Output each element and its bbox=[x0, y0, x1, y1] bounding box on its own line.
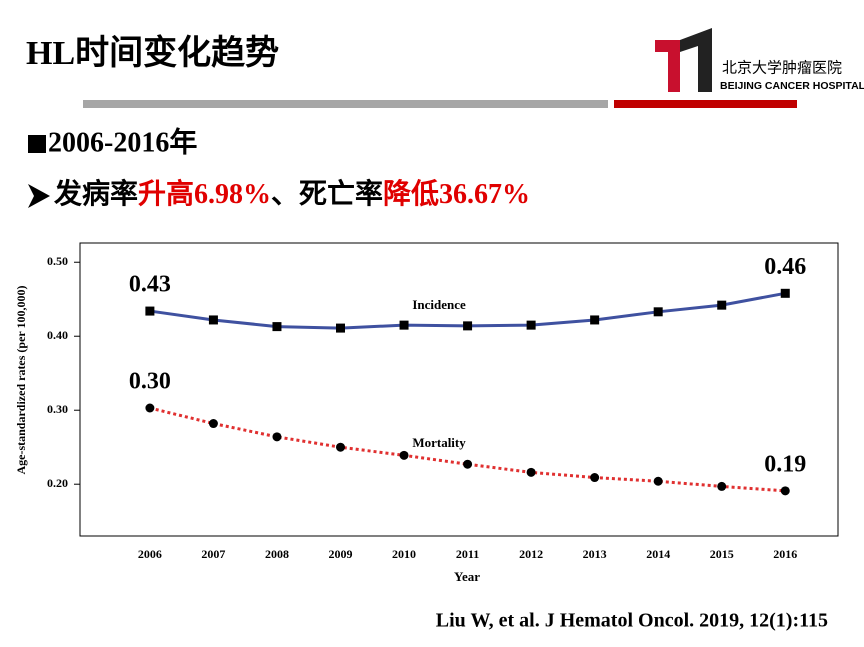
summary-part: 、死亡率 bbox=[271, 177, 383, 210]
y-axis-label: Age-standardized rates (per 100,000) bbox=[14, 285, 28, 474]
summary-part: 升高6.98% bbox=[138, 178, 271, 210]
x-tick-label: 2012 bbox=[519, 547, 543, 561]
x-tick-label: 2016 bbox=[773, 547, 797, 561]
series-name: Incidence bbox=[412, 297, 466, 312]
logo-mark bbox=[655, 28, 712, 92]
y-tick-label: 0.20 bbox=[47, 476, 68, 490]
value-label: 0.19 bbox=[764, 451, 806, 477]
point bbox=[526, 320, 536, 330]
point bbox=[463, 321, 473, 331]
point bbox=[717, 481, 727, 491]
summary-part: 发病率 bbox=[53, 177, 138, 210]
value-label: 0.43 bbox=[129, 272, 171, 298]
x-tick-label: 2008 bbox=[265, 547, 289, 561]
series-line bbox=[149, 406, 786, 493]
bullet-square bbox=[28, 135, 46, 153]
point bbox=[590, 315, 600, 325]
x-tick-label: 2010 bbox=[392, 547, 416, 561]
series-name: Mortality bbox=[412, 435, 466, 450]
plot-frame bbox=[79, 242, 839, 537]
point bbox=[272, 322, 282, 332]
summary-part: 降低36.67% bbox=[383, 178, 530, 210]
summary-text: 发病率升高6.98%、死亡率降低36.67% bbox=[53, 177, 530, 210]
point bbox=[653, 476, 663, 486]
x-tick-label: 2011 bbox=[456, 547, 479, 561]
x-tick-label: 2006 bbox=[138, 547, 162, 561]
point bbox=[399, 320, 409, 330]
bullet-arrow bbox=[28, 184, 50, 208]
x-tick-label: 2014 bbox=[646, 547, 670, 561]
citation: Liu W, et al. J Hematol Oncol. 2019, 12(… bbox=[436, 610, 828, 632]
point bbox=[272, 432, 282, 442]
point bbox=[145, 403, 155, 413]
point bbox=[336, 323, 346, 333]
point bbox=[336, 442, 346, 452]
point bbox=[780, 486, 790, 496]
y-tick-label: 0.40 bbox=[47, 328, 68, 342]
point bbox=[145, 306, 155, 316]
period-text: 2006-2016年 bbox=[48, 125, 197, 158]
x-tick-label: 2007 bbox=[201, 547, 225, 561]
point bbox=[590, 473, 600, 483]
x-tick-label: 2009 bbox=[329, 547, 353, 561]
point bbox=[717, 300, 727, 310]
point bbox=[208, 315, 218, 325]
value-label: 0.46 bbox=[764, 254, 806, 280]
x-tick-label: 2015 bbox=[710, 547, 734, 561]
x-axis-label: Year bbox=[454, 569, 480, 584]
slide-title: HL时间变化趋势 bbox=[26, 34, 279, 72]
y-tick-label: 0.30 bbox=[47, 402, 68, 416]
divider-gray bbox=[83, 100, 608, 108]
point bbox=[526, 467, 536, 477]
point bbox=[399, 450, 409, 460]
point bbox=[208, 419, 218, 429]
y-tick-label: 0.50 bbox=[47, 254, 68, 268]
logo-en: BEIJING CANCER HOSPITAL bbox=[720, 80, 864, 92]
logo-cn: 北京大学肿瘤医院 bbox=[722, 59, 842, 77]
point bbox=[653, 307, 663, 317]
x-tick-label: 2013 bbox=[583, 547, 607, 561]
point bbox=[780, 288, 790, 298]
divider-red bbox=[614, 100, 797, 108]
point bbox=[463, 459, 473, 469]
value-label: 0.30 bbox=[129, 368, 171, 394]
